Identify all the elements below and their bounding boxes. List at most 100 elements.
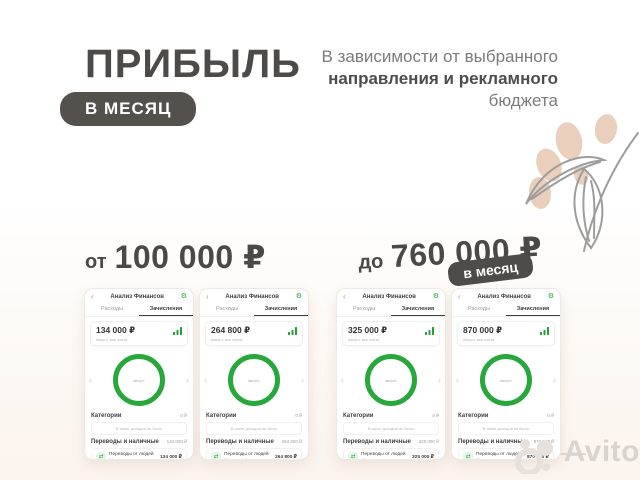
back-chevron-icon: ‹ bbox=[458, 291, 461, 301]
empty-state-text: В июле доходов не было bbox=[91, 422, 187, 435]
transfers-value: 264 800 ₽ bbox=[281, 439, 302, 444]
per-month-badge: В МЕСЯЦ bbox=[60, 92, 197, 126]
chevron-right-icon: › bbox=[438, 375, 441, 385]
item-title: Переводы от людей bbox=[109, 452, 154, 457]
list-item: ⇄ Переводы от людей 36 операций 264 800 … bbox=[206, 448, 302, 460]
item-subtitle: 36 операций bbox=[224, 457, 248, 460]
tabs: Расходы Зачисления bbox=[452, 303, 560, 317]
item-subtitle: 41 операция bbox=[361, 457, 385, 460]
profit-from-value: 100 000 ₽ bbox=[114, 239, 266, 275]
gear-icon: ⚙ bbox=[432, 293, 439, 300]
amount-value: 870 000 ₽ bbox=[463, 325, 503, 335]
donut-chart: ‹ август › bbox=[337, 349, 445, 411]
phone-screenshot-3: ‹ Анализ Финансов ⚙ Расходы Зачисления 3… bbox=[336, 288, 446, 460]
chevron-left-icon: ‹ bbox=[204, 375, 207, 385]
phone-screenshot-4: ‹ Анализ Финансов ⚙ Расходы Зачисления 8… bbox=[451, 288, 561, 460]
transfers-label: Переводы и наличные bbox=[206, 439, 274, 445]
chevron-right-icon: › bbox=[301, 375, 304, 385]
app-title: Анализ Финансов bbox=[225, 293, 279, 300]
amount-caption: Август, все счета bbox=[211, 337, 243, 342]
item-title: Переводы от людей bbox=[361, 452, 406, 457]
app-title: Анализ Финансов bbox=[362, 293, 416, 300]
chevron-left-icon: ‹ bbox=[456, 375, 459, 385]
amount-card: 264 800 ₽ Август, все счета bbox=[205, 321, 303, 346]
bar-chart-icon bbox=[288, 326, 297, 335]
avito-watermark: Avito bbox=[512, 430, 640, 474]
tab-incomes: Зачисления bbox=[506, 303, 560, 316]
categories-value: 0 ₽ bbox=[432, 413, 439, 418]
gear-icon: ⚙ bbox=[547, 293, 554, 300]
back-chevron-icon: ‹ bbox=[206, 291, 209, 301]
transfers-icon: ⇄ bbox=[463, 452, 473, 459]
phone-screenshot-2: ‹ Анализ Финансов ⚙ Расходы Зачисления 2… bbox=[199, 288, 309, 460]
bar-chart-icon bbox=[540, 326, 549, 335]
donut-label: август bbox=[500, 377, 512, 383]
donut-chart: ‹ август › bbox=[85, 349, 193, 411]
tab-incomes: Зачисления bbox=[391, 303, 445, 316]
subtitle-line-2: направления и рекламного bbox=[328, 69, 558, 88]
donut-label: август bbox=[133, 377, 145, 383]
item-value: 264 800 ₽ bbox=[274, 454, 297, 460]
tab-incomes: Зачисления bbox=[139, 303, 193, 316]
subtitle-line-1: В зависимости от выбранного bbox=[321, 47, 558, 66]
back-chevron-icon: ‹ bbox=[343, 291, 346, 301]
donut-chart: ‹ август › bbox=[452, 349, 560, 411]
chevron-right-icon: › bbox=[186, 375, 189, 385]
avito-watermark-text: Avito bbox=[563, 435, 640, 468]
app-title: Анализ Финансов bbox=[110, 293, 164, 300]
amount-card: 870 000 ₽ Август, все счета bbox=[457, 321, 555, 346]
transfers-icon: ⇄ bbox=[211, 452, 221, 459]
list-item: ⇄ Переводы от людей 41 операция 325 000 … bbox=[343, 448, 439, 460]
empty-state-text: В июле доходов не было bbox=[458, 422, 554, 435]
categories-value: 0 ₽ bbox=[295, 413, 302, 418]
subtitle: В зависимости от выбранного направления … bbox=[322, 46, 558, 112]
transfers-label: Переводы и наличные bbox=[458, 439, 526, 445]
categories-label: Категории bbox=[458, 413, 489, 419]
transfers-value: 134 000 ₽ bbox=[166, 439, 187, 444]
chevron-left-icon: ‹ bbox=[89, 375, 92, 385]
amount-caption: Август, все счета bbox=[463, 337, 495, 342]
donut-label: август bbox=[248, 377, 260, 383]
chevron-right-icon: › bbox=[553, 375, 556, 385]
app-title: Анализ Финансов bbox=[477, 293, 531, 300]
tabs: Расходы Зачисления bbox=[337, 303, 445, 317]
tab-expenses: Расходы bbox=[352, 306, 376, 312]
transfers-icon: ⇄ bbox=[96, 452, 106, 459]
amount-value: 134 000 ₽ bbox=[96, 325, 136, 335]
transfers-label: Переводы и наличные bbox=[91, 439, 159, 445]
empty-state-text: В июле доходов не было bbox=[343, 422, 439, 435]
bar-chart-icon bbox=[425, 326, 434, 335]
empty-state-text: В июле доходов не было bbox=[206, 422, 302, 435]
item-value: 325 000 ₽ bbox=[411, 454, 434, 460]
item-subtitle: 34 операции bbox=[109, 457, 133, 460]
profit-from: от 100 000 ₽ bbox=[85, 238, 266, 276]
amount-card: 325 000 ₽ Август, все счета bbox=[342, 321, 440, 346]
donut-label: август bbox=[385, 377, 397, 383]
page-title: ПРИБЫЛЬ bbox=[85, 42, 301, 86]
amount-value: 264 800 ₽ bbox=[211, 325, 251, 335]
tabs: Расходы Зачисления bbox=[200, 303, 308, 317]
avito-logo-icon bbox=[514, 439, 553, 474]
transfers-value: 325 000 ₽ bbox=[418, 439, 439, 444]
profit-from-prefix: от bbox=[85, 251, 107, 273]
chevron-left-icon: ‹ bbox=[341, 375, 344, 385]
gear-icon: ⚙ bbox=[180, 293, 187, 300]
categories-label: Категории bbox=[343, 413, 374, 419]
gear-icon: ⚙ bbox=[295, 293, 302, 300]
phone-screenshot-1: ‹ Анализ Финансов ⚙ Расходы Зачисления 1… bbox=[84, 288, 194, 460]
back-chevron-icon: ‹ bbox=[91, 291, 94, 301]
transfers-icon: ⇄ bbox=[348, 452, 358, 459]
amount-caption: Август, все счета bbox=[348, 337, 380, 342]
tab-expenses: Расходы bbox=[467, 306, 491, 312]
categories-value: 0 ₽ bbox=[180, 413, 187, 418]
tab-expenses: Расходы bbox=[215, 306, 239, 312]
item-title: Переводы от людей bbox=[476, 452, 521, 457]
amount-caption: Август, все счета bbox=[96, 337, 128, 342]
item-title: Переводы от людей bbox=[224, 452, 269, 457]
tabs: Расходы Зачисления bbox=[85, 303, 193, 317]
categories-label: Категории bbox=[206, 413, 237, 419]
amount-value: 325 000 ₽ bbox=[348, 325, 388, 335]
amount-card: 134 000 ₽ Август, все счета bbox=[90, 321, 188, 346]
categories-label: Категории bbox=[91, 413, 122, 419]
decorative-leaves bbox=[525, 114, 639, 252]
